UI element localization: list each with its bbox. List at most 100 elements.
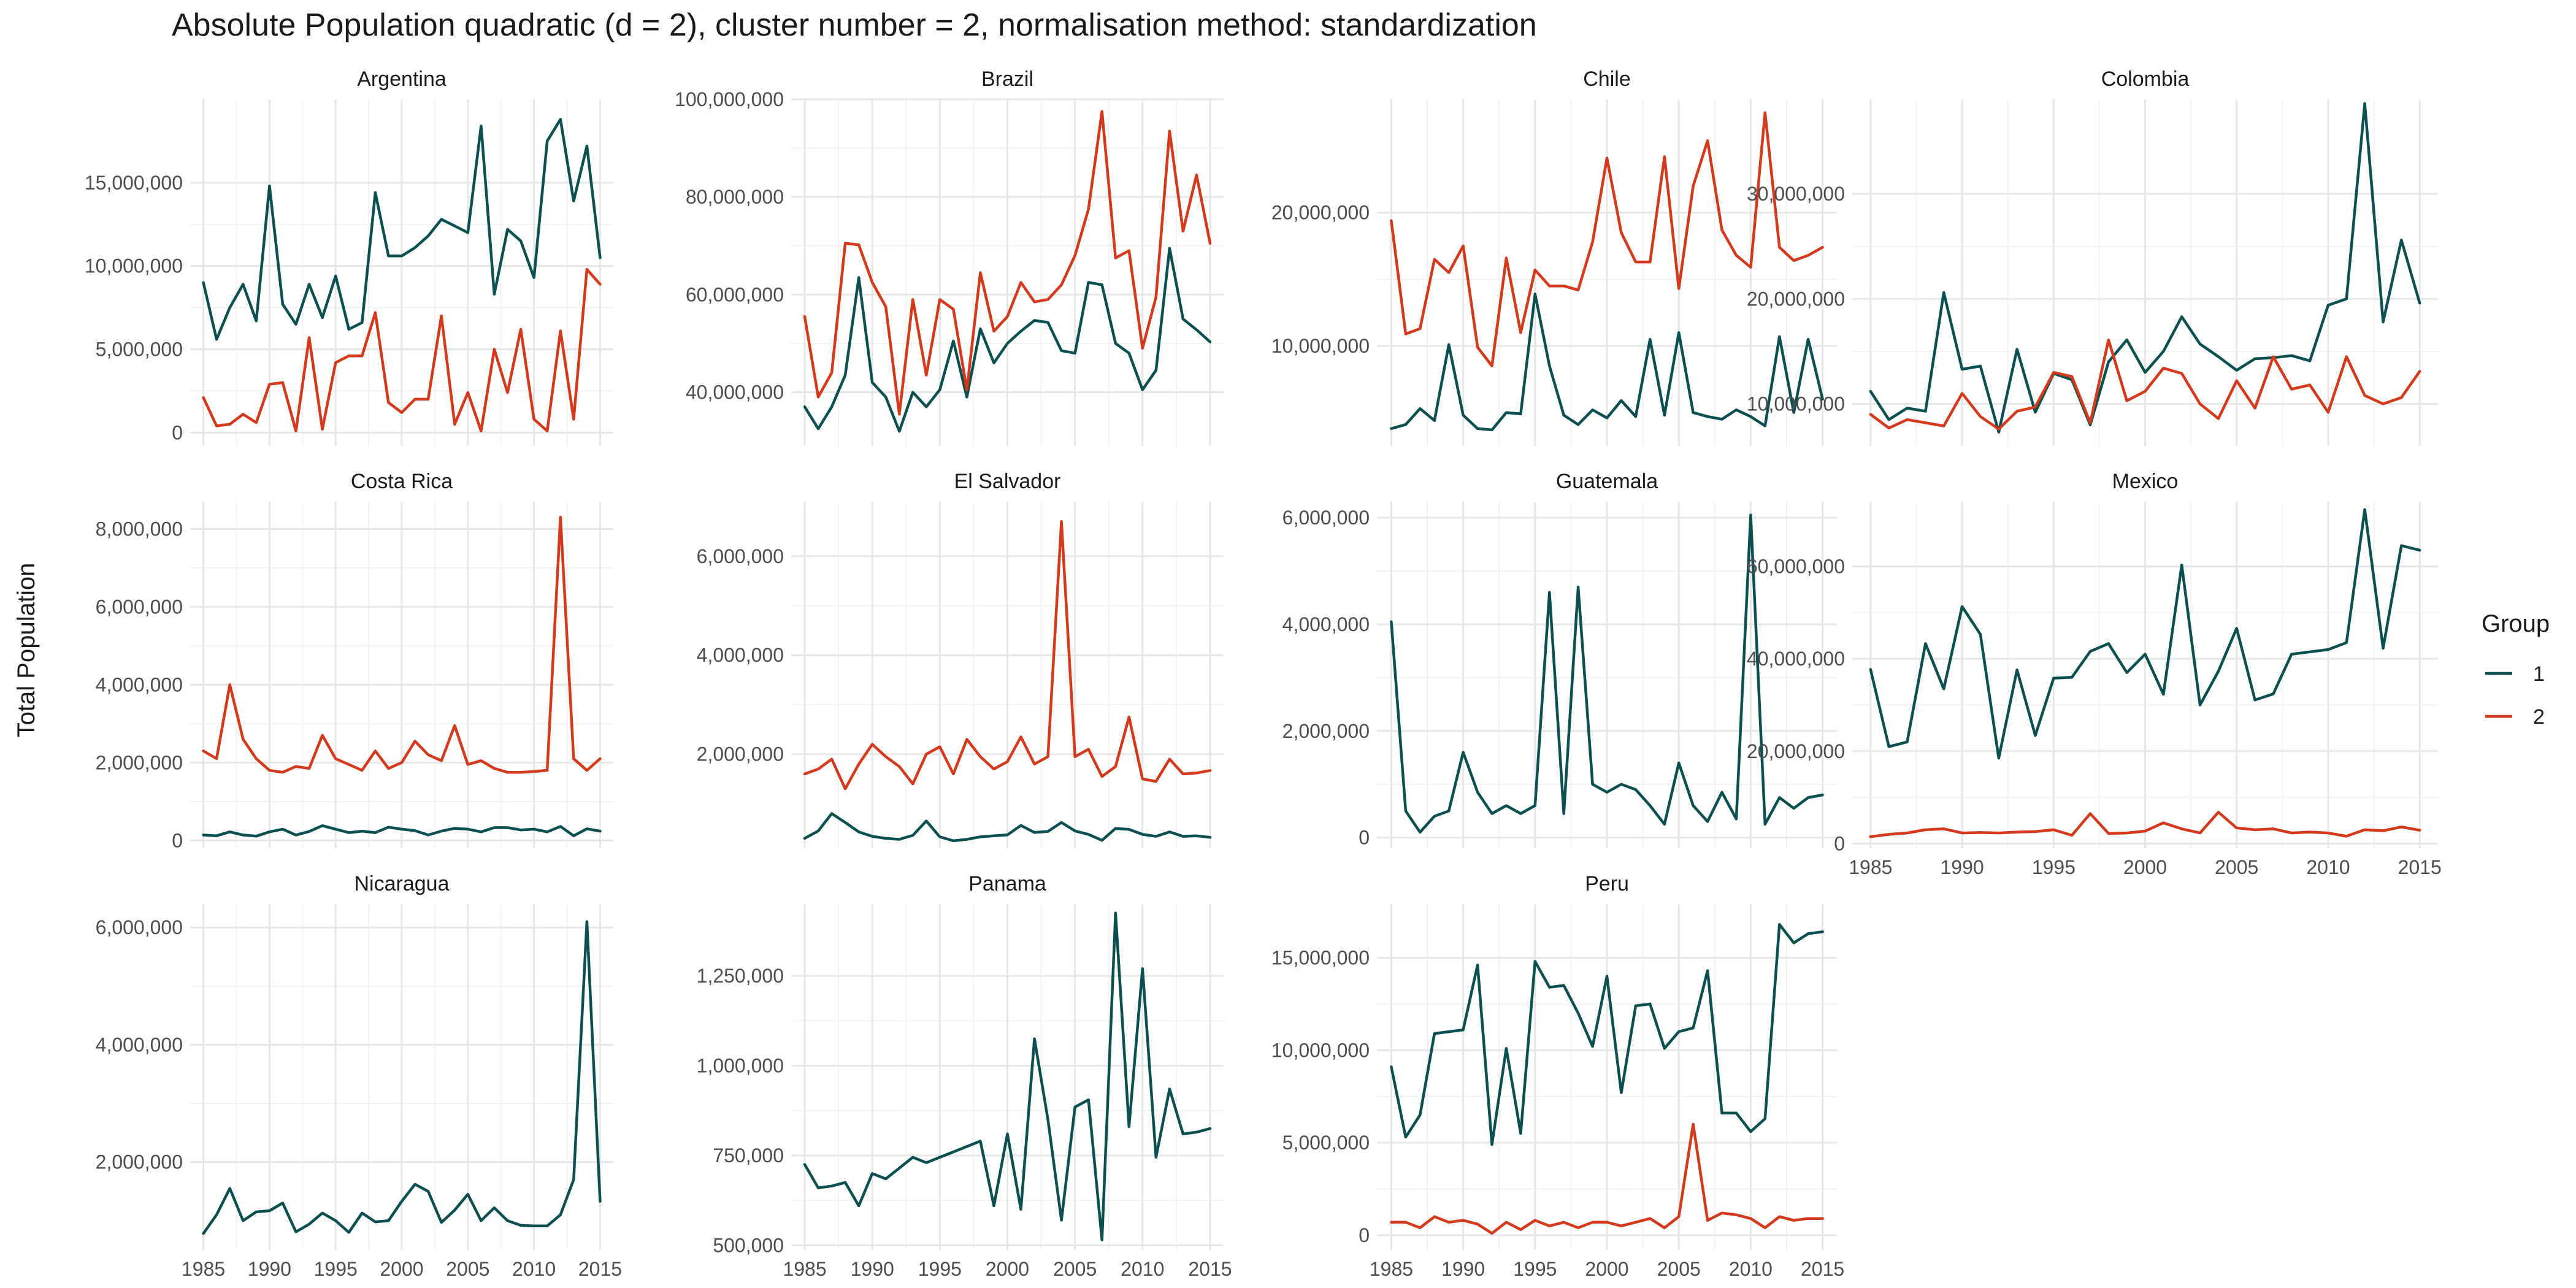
x-tick-label: 2000 [1585, 1258, 1628, 1280]
y-tick-label: 6,000,000 [1282, 507, 1370, 529]
facet-costa-rica: 0 2,000,000 4,000,000 6,000,000 8,000,000 Cos… [96, 470, 613, 851]
series-line-el-salvador-group-2 [803, 520, 1212, 791]
x-tick-label: 1985 [783, 1258, 826, 1280]
facet-label-el-salvador: El Salvador [954, 470, 1061, 493]
x-tick-label: 1990 [1940, 856, 1984, 878]
x-tick-label: 1995 [918, 1258, 962, 1280]
series-line-argentina-group-1 [202, 118, 602, 341]
facet-peru: 0 5,000,000 10,000,000 15,000,000 Peru 1985 19… [1271, 872, 1844, 1280]
x-tick-label: 1990 [851, 1258, 894, 1280]
x-tick-label: 1985 [1370, 1258, 1413, 1280]
y-tick-label: 5,000,000 [96, 338, 183, 360]
x-tick-label: 1990 [248, 1258, 291, 1280]
series-line-mexico-group-2 [1869, 810, 2421, 838]
facet-nicaragua: 2,000,000 4,000,000 6,000,000 Nicaragua 1985… [96, 872, 622, 1280]
y-tick-label: 10,000,000 [85, 255, 183, 277]
facet-guatemala: 0 2,000,000 4,000,000 6,000,000 Guatemala [1282, 470, 1837, 849]
y-tick-label: 0 [1834, 832, 1845, 854]
x-tick-label: 2000 [986, 1258, 1029, 1280]
series-line-guatemala-group-1 [1390, 513, 1824, 834]
facet-chile: 10,000,000 20,000,000 Chile [1271, 67, 1837, 446]
y-tick-label: 6,000,000 [96, 916, 183, 938]
y-tick-label: 15,000,000 [85, 172, 183, 194]
x-tick-label: 1995 [1513, 1258, 1557, 1280]
facet-label-brazil: Brazil [981, 67, 1033, 91]
series-line-peru-group-2 [1390, 1122, 1824, 1235]
facet-argentina: 0 5,000,000 10,000,000 15,000,000 Argentina [85, 67, 613, 446]
y-tick-label: 4,000,000 [96, 1033, 183, 1056]
y-tick-label: 500,000 [713, 1234, 784, 1256]
y-tick-label: 5,000,000 [1282, 1132, 1370, 1154]
y-tick-label: 40,000,000 [686, 381, 784, 403]
x-tick-label: 2005 [2215, 856, 2258, 878]
series-line-colombia-group-1 [1869, 102, 2421, 434]
y-tick-label: 0 [172, 829, 183, 851]
legend-title: Group [2482, 610, 2550, 637]
series-line-panama-group-1 [803, 911, 1212, 1241]
series-line-nicaragua-group-1 [202, 920, 602, 1235]
y-tick-label: 2,000,000 [1282, 720, 1370, 742]
x-tick-label: 2000 [380, 1258, 423, 1280]
legend-label-group-1: 1 [2533, 662, 2545, 686]
y-tick-label: 60,000,000 [686, 283, 784, 305]
x-tick-label: 1995 [2032, 856, 2076, 878]
y-tick-label: 20,000,000 [1271, 202, 1370, 224]
y-tick-label: 60,000,000 [1747, 555, 1845, 577]
x-tick-label: 2000 [2123, 856, 2167, 878]
series-line-peru-group-1 [1390, 922, 1824, 1146]
y-tick-label: 0 [1359, 1224, 1370, 1246]
facet-panama: 500,000 750,000 1,000,000 1,250,000 Panama 19… [697, 872, 1232, 1280]
y-tick-label: 20,000,000 [1747, 288, 1845, 310]
facet-label-costa-rica: Costa Rica [351, 470, 453, 493]
series-line-mexico-group-1 [1869, 508, 2421, 760]
y-tick-label: 6,000,000 [697, 545, 784, 567]
facet-colombia: 10,000,000 20,000,000 30,000,000 Colombia [1747, 67, 2438, 446]
y-tick-label: 15,000,000 [1271, 946, 1370, 968]
x-tick-label: 1985 [1849, 856, 1892, 878]
x-tick-label: 2015 [1801, 1258, 1844, 1280]
legend-label-group-2: 2 [2533, 705, 2545, 729]
y-tick-label: 8,000,000 [96, 518, 183, 540]
x-tick-label: 2005 [446, 1258, 489, 1280]
y-tick-label: 6,000,000 [96, 596, 183, 618]
y-tick-label: 2,000,000 [96, 751, 183, 773]
y-tick-label: 0 [1359, 827, 1370, 849]
facet-label-guatemala: Guatemala [1556, 470, 1658, 493]
facet-brazil: 40,000,000 60,000,000 80,000,000 100,000,00… [675, 67, 1224, 446]
x-tick-label: 2015 [2398, 856, 2442, 878]
facet-panels: 0 5,000,000 10,000,000 15,000,000 Argentina 4… [85, 67, 2442, 1280]
facet-mexico: 0 20,000,000 40,000,000 60,000,000 Mexico 198… [1747, 470, 2442, 878]
x-tick-label: 1985 [182, 1258, 225, 1280]
chart-title: Absolute Population quadratic (d = 2), c… [172, 7, 1537, 43]
y-tick-label: 2,000,000 [697, 743, 784, 765]
x-tick-label: 2015 [578, 1258, 622, 1280]
x-tick-label: 2010 [1729, 1258, 1773, 1280]
series-line-chile-group-1 [1390, 293, 1824, 432]
x-tick-label: 2010 [2306, 856, 2350, 878]
x-tick-label: 1990 [1441, 1258, 1485, 1280]
y-tick-label: 4,000,000 [697, 644, 784, 666]
y-tick-label: 10,000,000 [1271, 335, 1370, 357]
x-tick-label: 2005 [1053, 1258, 1097, 1280]
x-tick-label: 2005 [1657, 1258, 1701, 1280]
facet-label-mexico: Mexico [2112, 470, 2179, 493]
series-line-brazil-group-2 [803, 110, 1212, 416]
series-line-el-salvador-group-1 [803, 812, 1212, 843]
y-tick-label: 1,250,000 [697, 965, 784, 987]
y-tick-label: 40,000,000 [1747, 648, 1845, 670]
y-tick-label: 1,000,000 [697, 1055, 784, 1077]
series-line-argentina-group-2 [202, 267, 602, 432]
y-tick-label: 10,000,000 [1271, 1039, 1370, 1061]
series-line-costa-rica-group-2 [202, 516, 602, 774]
legend: Group 1 2 [2482, 610, 2550, 729]
y-axis-title: Total Population [13, 563, 40, 738]
series-line-costa-rica-group-1 [202, 824, 602, 838]
facet-label-chile: Chile [1583, 67, 1630, 91]
y-tick-label: 0 [172, 421, 183, 443]
y-tick-label: 4,000,000 [96, 673, 183, 696]
y-tick-label: 750,000 [713, 1144, 784, 1167]
y-tick-label: 4,000,000 [1282, 613, 1370, 635]
facet-label-panama: Panama [968, 872, 1046, 895]
facet-label-colombia: Colombia [2101, 67, 2190, 91]
